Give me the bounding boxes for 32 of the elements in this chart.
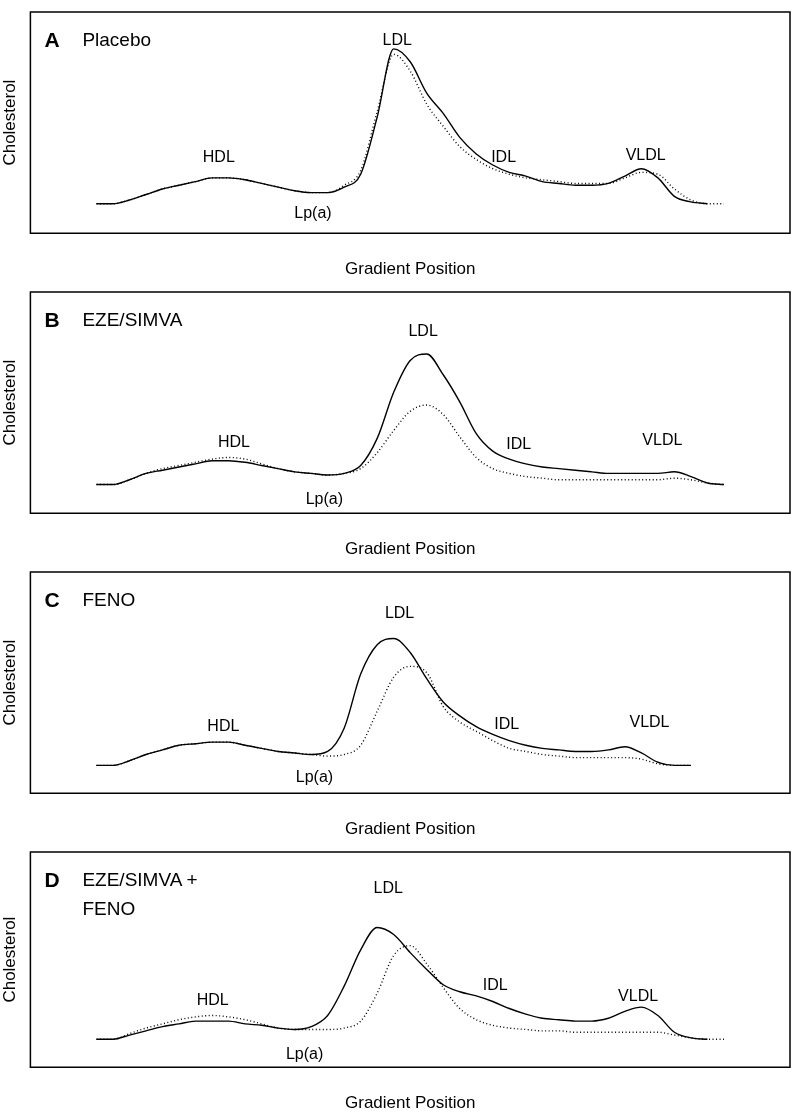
x-axis-title: Gradient Position: [345, 539, 476, 559]
annotation: Lp(a): [285, 1044, 324, 1062]
y-axis-title: Cholesterol: [0, 639, 19, 726]
annotation: IDL: [491, 148, 517, 166]
annotation: Lp(a): [294, 203, 332, 221]
annotation: Lp(a): [305, 490, 344, 508]
y-axis-title: Cholesterol: [0, 916, 19, 1003]
y-axis-title: Cholesterol: [0, 359, 19, 446]
annotation: HDL: [207, 717, 240, 735]
annotation: VLDL: [629, 712, 670, 730]
annotation: VLDL: [642, 430, 683, 448]
annotation: IDL: [482, 975, 508, 993]
annotation: IDL: [506, 435, 532, 453]
chart-title: C FENO: [44, 587, 136, 611]
chart-title: D EZE/SIMVA + FENO: [44, 867, 198, 920]
annotation: VLDL: [618, 986, 659, 1004]
annotation: HDL: [196, 990, 229, 1008]
chart-title: A Placebo: [44, 27, 152, 51]
text: LDL: [408, 322, 438, 340]
text: LDL: [384, 604, 415, 622]
text: LDL: [373, 878, 403, 896]
annotation: HDL: [217, 432, 251, 450]
text: LDL: [382, 31, 413, 49]
annotation: IDL: [494, 715, 520, 733]
x-axis-title: Gradient Position: [345, 259, 476, 279]
x-axis-title: Gradient Position: [345, 819, 476, 839]
chart-title: B EZE/SIMVA: [44, 307, 183, 331]
annotation: Lp(a): [295, 768, 334, 786]
x-axis-title: Gradient Position: [345, 1093, 476, 1113]
annotation: VLDL: [625, 146, 666, 164]
y-axis-title: Cholesterol: [0, 79, 19, 166]
annotation: HDL: [202, 148, 235, 166]
